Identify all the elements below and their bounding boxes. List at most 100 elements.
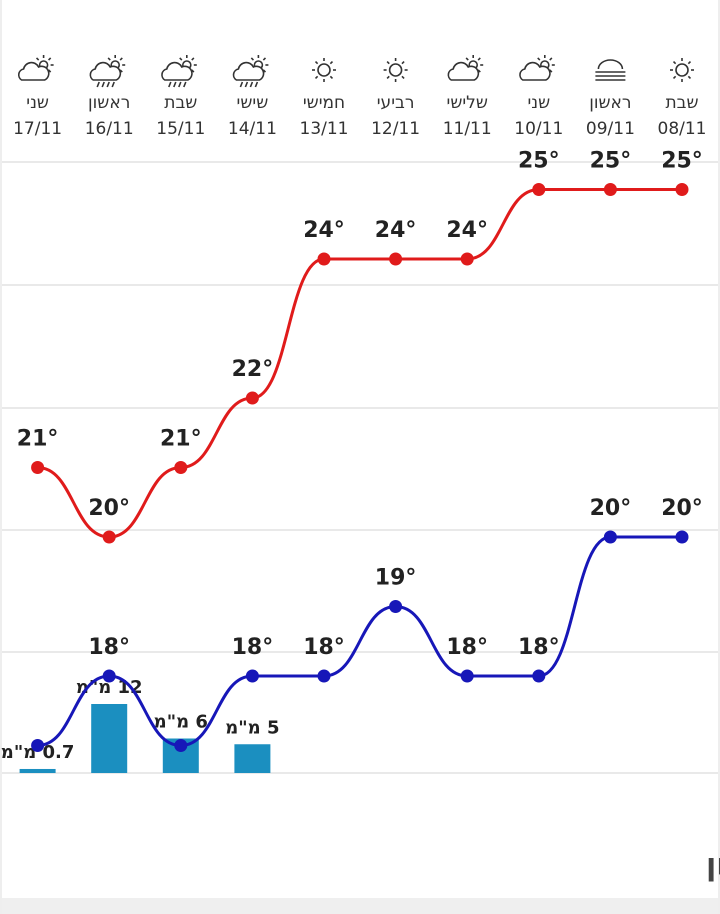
temp-label: 18° bbox=[88, 635, 130, 660]
day-name: שלישי bbox=[447, 93, 488, 113]
date-label: 15/11 bbox=[156, 119, 205, 139]
day-name: שבת bbox=[164, 93, 197, 113]
ray bbox=[477, 69, 481, 73]
cloud bbox=[519, 61, 551, 81]
temp-label: 22° bbox=[232, 357, 274, 382]
day-name: ראשון bbox=[88, 93, 130, 113]
temp-point bbox=[675, 183, 689, 196]
temp-point bbox=[460, 252, 474, 266]
ray bbox=[314, 60, 319, 65]
rain-drop bbox=[96, 81, 100, 88]
ray bbox=[401, 60, 405, 65]
sun bbox=[317, 63, 331, 77]
temp-point bbox=[317, 669, 331, 683]
temp-point bbox=[460, 669, 474, 683]
temp-line bbox=[37, 187, 683, 539]
ray bbox=[47, 69, 52, 73]
date-label: 12/11 bbox=[371, 119, 420, 139]
date-label: 13/11 bbox=[300, 119, 349, 139]
temp-point bbox=[389, 600, 403, 613]
date-label: 09/11 bbox=[586, 119, 635, 139]
day-name: שבת bbox=[665, 93, 698, 113]
rain-label: 6 מ"מ bbox=[154, 712, 208, 733]
temp-label: 20° bbox=[590, 496, 632, 521]
temp-point bbox=[31, 739, 45, 752]
rain-bar bbox=[19, 768, 56, 773]
weather-icon bbox=[383, 58, 408, 82]
ray bbox=[314, 75, 319, 80]
temp-label: 18° bbox=[303, 635, 345, 660]
rain-drop bbox=[254, 81, 259, 88]
temp-point bbox=[245, 391, 259, 405]
day-name: ראשון bbox=[589, 93, 631, 113]
temp-point bbox=[317, 252, 331, 266]
rain-drop bbox=[173, 81, 177, 88]
day-name: חמישי bbox=[303, 93, 345, 113]
date-label: 08/11 bbox=[658, 119, 707, 139]
temp-point bbox=[102, 530, 116, 544]
temp-point bbox=[174, 461, 188, 474]
day-name: שישי bbox=[237, 93, 269, 113]
rain-drop bbox=[239, 81, 244, 88]
rain-drop bbox=[178, 81, 182, 88]
grid bbox=[2, 161, 718, 774]
ray bbox=[672, 60, 677, 65]
temp-label: 20° bbox=[88, 496, 130, 521]
rain-drop bbox=[101, 81, 105, 88]
ray bbox=[386, 75, 390, 80]
ray bbox=[477, 57, 481, 61]
temp-point bbox=[245, 669, 259, 683]
ray bbox=[537, 57, 541, 61]
rain-drop bbox=[111, 81, 115, 88]
ray bbox=[672, 75, 677, 80]
dome bbox=[597, 59, 624, 70]
ray bbox=[401, 75, 405, 80]
date-label: 16/11 bbox=[85, 119, 134, 139]
date-label: 17/11 bbox=[13, 119, 62, 139]
ray bbox=[687, 75, 692, 80]
ray bbox=[191, 69, 195, 73]
temp-label: 21° bbox=[17, 427, 59, 452]
footer-title: מזג אוויר שעתי אשקלון bbox=[706, 848, 720, 883]
ray bbox=[47, 57, 52, 61]
temp-label: 18° bbox=[518, 635, 560, 660]
ray bbox=[35, 57, 40, 61]
day-name: שני bbox=[527, 93, 550, 113]
weather-icon bbox=[670, 58, 694, 82]
ray bbox=[262, 57, 267, 61]
day-name: רביעי bbox=[377, 93, 415, 113]
temp-label: 24° bbox=[303, 218, 345, 243]
ray bbox=[191, 57, 195, 61]
ray bbox=[549, 69, 553, 73]
date-label: 10/11 bbox=[514, 119, 563, 139]
ray bbox=[549, 57, 553, 61]
weather-icon bbox=[17, 55, 54, 81]
rain-bar bbox=[91, 704, 128, 773]
temp-point bbox=[675, 530, 689, 544]
sun bbox=[675, 63, 689, 77]
temp-label: 18° bbox=[446, 635, 488, 660]
temp-label: 25° bbox=[590, 149, 632, 174]
temp-label: 18° bbox=[232, 635, 274, 660]
temp-label: 20° bbox=[661, 496, 703, 521]
rain-bar bbox=[234, 744, 271, 773]
weather-icon bbox=[519, 55, 555, 81]
ray bbox=[250, 57, 255, 61]
ray bbox=[386, 60, 390, 65]
cloud bbox=[161, 61, 193, 81]
rain-drop bbox=[183, 81, 187, 88]
ray bbox=[119, 57, 123, 61]
weather-icon bbox=[89, 55, 126, 88]
rain-drop bbox=[168, 81, 172, 88]
footer-band bbox=[2, 898, 718, 914]
ray bbox=[107, 57, 111, 61]
rain-label: 5 מ"מ bbox=[225, 717, 279, 738]
weather-icon bbox=[312, 58, 336, 82]
temp-label: 21° bbox=[160, 427, 202, 452]
temp-point bbox=[603, 530, 617, 544]
rain-drop bbox=[244, 81, 249, 88]
ray bbox=[179, 57, 183, 61]
temp-label: 19° bbox=[375, 566, 417, 591]
